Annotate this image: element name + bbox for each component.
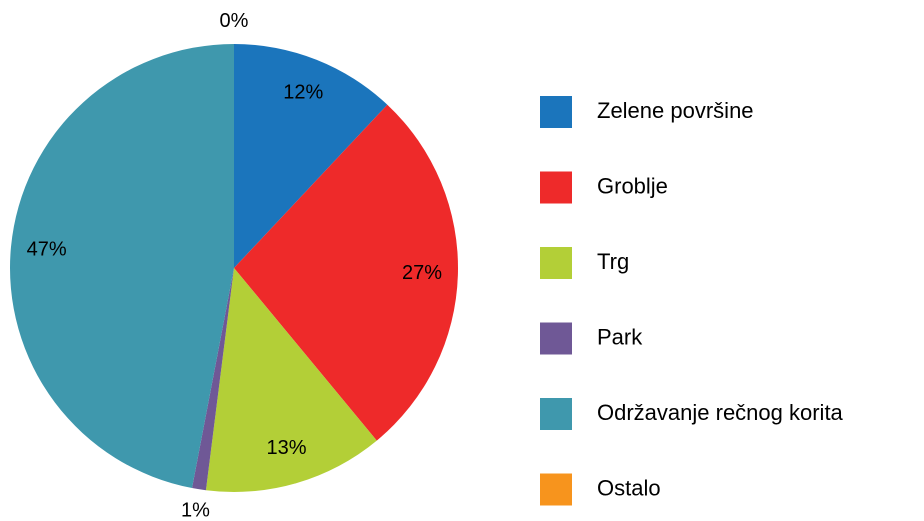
legend-label: Ostalo (597, 475, 661, 500)
pie-slice (192, 268, 234, 491)
slice-label: 0% (220, 10, 249, 32)
legend-swatch (540, 171, 572, 204)
legend-swatch (540, 398, 572, 430)
legend-label: Park (597, 324, 643, 349)
pie-slice (205, 268, 377, 492)
legend-label: Zelene površine (597, 98, 754, 123)
legend-swatch (540, 247, 572, 279)
pie-slice (9, 44, 235, 489)
slice-label: 13% (266, 437, 306, 459)
legend-swatch (540, 322, 572, 355)
legend-label: Trg (597, 249, 629, 274)
slice-label: 12% (283, 81, 323, 103)
pie-slice (234, 44, 388, 268)
slice-label: 47% (27, 239, 67, 261)
legend-label: Održavanje rečnog korita (597, 400, 844, 425)
pie-slice (234, 104, 458, 441)
legend-label: Groblje (597, 173, 668, 198)
legend-swatch (540, 96, 572, 128)
slice-label: 27% (402, 262, 442, 284)
slice-label: 1% (181, 500, 210, 521)
legend-swatch (540, 473, 572, 506)
